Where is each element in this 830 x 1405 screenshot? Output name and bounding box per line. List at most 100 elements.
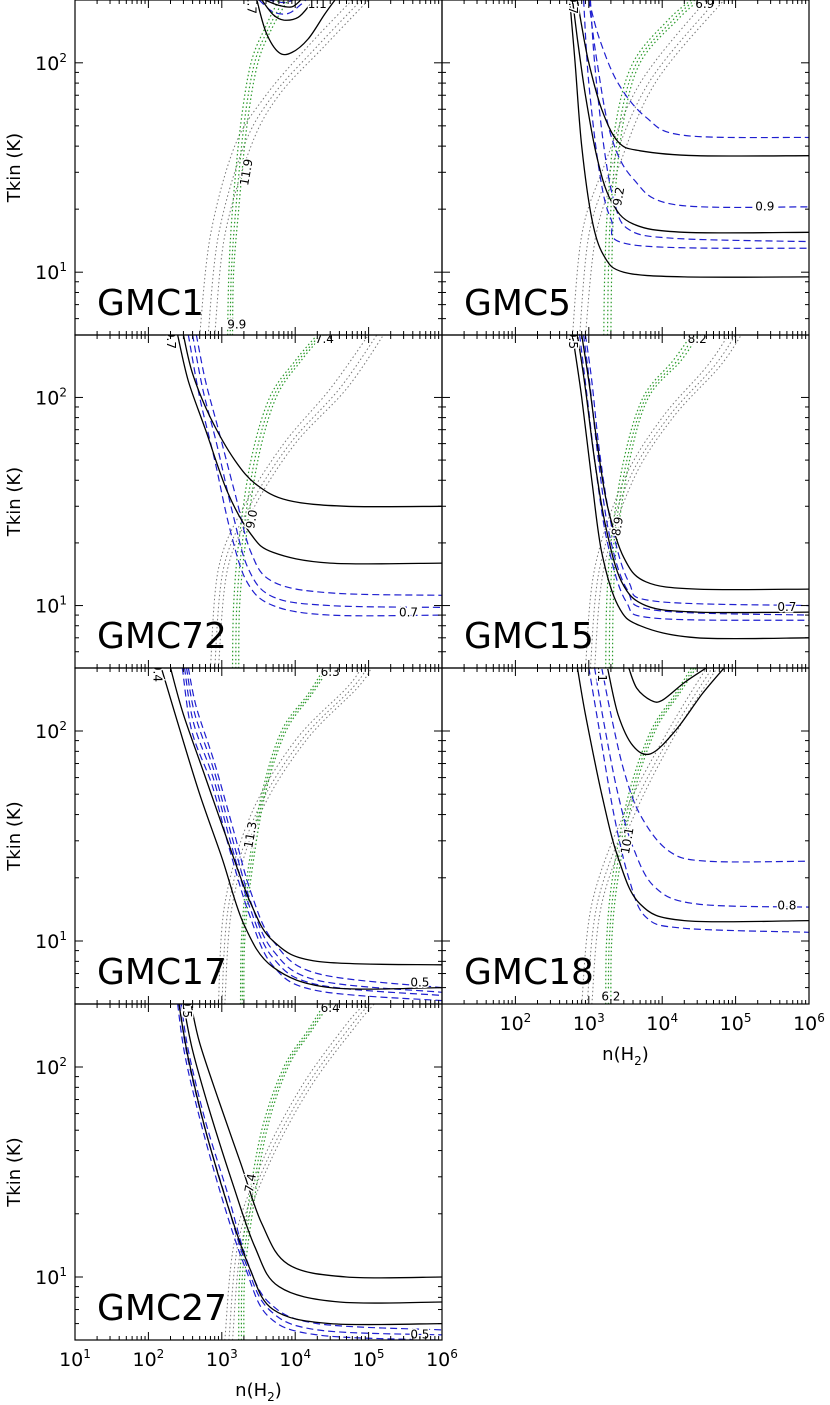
contour-label: 7.4 [315,332,334,346]
gray-dotted-contour [214,0,369,335]
blue-dashed-contour [181,668,442,1002]
contour-label-halo: 0.7 [399,606,418,620]
blue-dashed-contour [183,668,442,997]
contour-label-halo: 7.4 [242,1172,259,1193]
blue-dashed-contour [601,668,809,863]
gray-dotted-contour [572,0,707,335]
contour-label-halo: 0.8 [777,898,796,912]
blue-dashed-contour [192,335,442,608]
green-dotted-contour [603,0,692,335]
panel-label: GMC72 [97,616,227,657]
contour-label-halo: 6.2 [601,990,620,1004]
green-dotted-contour [238,1004,325,1340]
gray-dotted-contour [584,0,725,335]
black-solid-contour [169,668,442,966]
x-tick-label: 106 [793,1011,825,1035]
contour-label: 10.1 [618,826,636,855]
black-solid-contour [190,1004,442,1279]
contour-label-halo: 11.9 [237,158,255,187]
gray-dotted-contour [589,335,737,668]
contour-label-halo: 8.9 [609,516,626,537]
blue-dashed-contour [588,0,809,139]
contour-group: 6.96.90.70.79.29.2 0.90.9 [565,0,809,335]
x-tick-label: 101 [59,1347,91,1371]
contour-label: 6.3 [321,665,340,679]
black-solid-contour [606,668,725,756]
contour-label-halo: 0.9 [755,199,774,213]
x-tick-label: 106 [426,1347,458,1371]
contour-label: 9.0 [243,508,260,529]
blue-dashed-contour [185,668,442,993]
panel-frame [74,1003,443,1341]
blue-dashed-contour [579,335,809,621]
black-solid-contour [581,335,809,591]
contour-group: 1.11.110.110.10.80.86.26.2 [576,663,809,1004]
x-tick-label: 103 [573,1011,605,1035]
black-solid-contour [160,668,442,990]
contour-label-halo: 6.3 [321,665,340,679]
x-tick-label: 104 [279,1347,311,1371]
black-solid-contour [571,335,809,640]
contour-label: 1.1 [308,0,327,11]
contour-group: 8.28.20.50.58.98.90.70.7 [565,332,809,668]
contour-label: 11.3 [241,820,259,849]
green-dotted-contour [611,335,699,668]
y-axis-label: Tkin (K) [4,133,25,203]
contour-label: 6.2 [601,990,620,1004]
contour-label: 1.7 [245,0,259,14]
black-solid-contour [182,335,442,508]
black-solid-contour [182,1004,442,1304]
green-dotted-contour [606,0,696,335]
blue-dashed-contour [177,1004,442,1340]
contour-label: 0.9 [755,199,774,213]
contour-group: 1.11.11.71.711.911.99.99.9 [199,0,369,335]
contour-group: 6.46.40.50.57.47.40.50.5 [177,1001,442,1341]
green-dotted-contour [231,335,318,668]
contour-label: 0.5 [410,1327,429,1341]
green-dotted-contour [605,335,692,668]
blue-dashed-contour [588,0,809,209]
contour-label: 0.4 [150,663,164,682]
gray-dotted-contour [209,335,370,668]
y-tick-label: 101 [35,594,67,618]
blue-dashed-contour [195,335,442,596]
contour-label: 0.5 [410,976,429,990]
x-tick-label: 102 [132,1347,164,1371]
y-tick-label: 101 [35,1265,67,1289]
contour-label: 0.7 [777,600,796,614]
panel-label: GMC18 [464,952,594,993]
gray-dotted-contour [594,335,742,668]
black-solid-contour [261,0,315,21]
panel-label: GMC27 [97,1288,227,1329]
black-solid-contour [256,0,336,56]
contour-label-halo: 0.7 [164,330,178,349]
blue-dashed-contour [584,335,809,607]
panel-frame [441,667,810,1005]
blue-dashed-contour [594,668,809,908]
contour-label: 6.4 [321,1001,340,1015]
gray-dotted-contour [224,668,373,1004]
green-dotted-contour [235,335,321,668]
black-solid-contour [571,0,809,234]
contour-group: 6.36.30.40.411.311.30.50.5 [149,663,442,1004]
x-tick-label: 104 [646,1011,678,1035]
black-solid-contour [628,668,707,703]
y-tick-label: 102 [35,1055,67,1079]
black-solid-contour [569,0,809,278]
green-dotted-contour [610,0,700,335]
contour-group: 7.47.40.70.79.09.00.70.7 [162,330,442,668]
y-axis-label: Tkin (K) [4,1137,25,1207]
contour-label-halo: 8.2 [688,332,707,346]
contour-label: 9.2 [610,186,627,207]
black-solid-contour [264,0,302,8]
contour-label: 1.1 [595,663,609,682]
black-solid-contour [576,0,809,157]
y-tick-label: 102 [35,51,67,75]
x-axis-label: n(H2) [235,1380,282,1404]
